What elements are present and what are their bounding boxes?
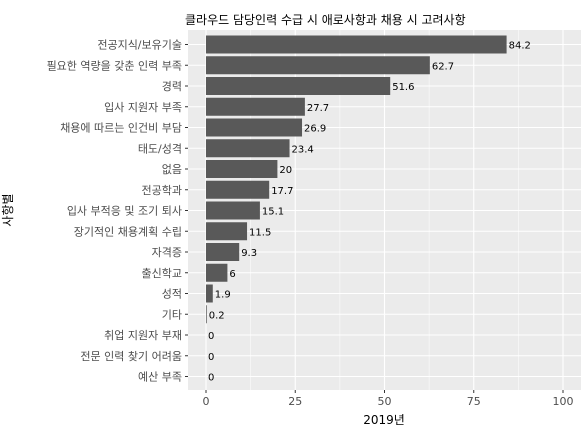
x-tick-label: 0 — [203, 395, 210, 408]
bar — [206, 118, 303, 137]
bar-value-label: 0.2 — [209, 310, 225, 321]
bar — [206, 222, 248, 241]
bar-value-label: 11.5 — [249, 227, 271, 238]
bars: 84.2 62.7 51.6 27.7 26.9 23.420 17.7 15.1 11.5 9.… — [206, 35, 531, 384]
bar-value-label: 1.9 — [215, 290, 231, 301]
bar-value-label: 9.3 — [241, 248, 257, 259]
category-label: 채용에 따르는 인건비 부담 — [60, 122, 182, 135]
bar — [206, 180, 270, 199]
category-label: 경력 — [162, 80, 182, 93]
category-label: 필요한 역량을 갖춘 인력 부족 — [47, 59, 182, 72]
x-axis-title: 2019년 — [363, 413, 405, 427]
bar-value-label: 0 — [208, 331, 214, 342]
bar-value-label: 0 — [208, 352, 214, 363]
category-label: 입사 부적응 및 조기 퇴사 — [67, 205, 182, 218]
bar-value-label: 84.2 — [509, 41, 531, 52]
category-label: 장기적인 채용계획 수립 — [74, 225, 182, 238]
x-tick-label: 100 — [553, 395, 574, 408]
bar-value-label: 27.7 — [307, 103, 329, 114]
bar-value-label: 26.9 — [304, 124, 326, 135]
bar-value-label: 0 — [208, 373, 214, 384]
x-tick-label: 75 — [467, 395, 481, 408]
bar-value-label: 6 — [229, 269, 235, 280]
x-tick-label: 50 — [378, 395, 392, 408]
category-label: 전공지식/보유기술 — [97, 39, 182, 52]
bar-value-label: 23.4 — [292, 144, 314, 155]
bar — [206, 139, 290, 158]
bar — [206, 284, 213, 303]
bar-value-label: 62.7 — [432, 61, 454, 72]
category-label: 태도/성격 — [138, 142, 182, 155]
bar — [206, 263, 228, 282]
bar-value-label: 51.6 — [392, 82, 414, 93]
chart-title: 클라우드 담당인력 수급 시 애로사항과 채용 시 고려사항 — [185, 13, 466, 27]
category-label: 자격증 — [152, 246, 182, 259]
category-label: 성적 — [162, 288, 182, 301]
x-axis-ticks: 0 25 50 75 100 — [203, 390, 574, 408]
bar — [206, 77, 391, 95]
category-label: 없음 — [162, 163, 182, 176]
bar-value-label: 20 — [279, 165, 292, 176]
category-label: 출신학교 — [142, 267, 182, 280]
bar — [206, 56, 430, 75]
category-label: 전문 인력 찾기 어려움 — [80, 350, 182, 363]
category-label: 예산 부족 — [138, 371, 182, 384]
bar — [206, 243, 240, 261]
bar — [206, 97, 305, 116]
x-tick-label: 25 — [288, 395, 302, 408]
bar — [206, 305, 207, 324]
bar — [206, 35, 507, 54]
category-label: 기타 — [162, 308, 182, 321]
bar — [206, 160, 278, 178]
category-label: 입사 지원자 부족 — [104, 101, 182, 114]
bar-value-label: 15.1 — [262, 207, 284, 218]
bar-value-label: 17.7 — [271, 186, 293, 197]
y-axis-title: 사항별 — [1, 193, 15, 226]
category-label: 전공학과 — [142, 184, 182, 197]
category-label: 취업 지원자 부재 — [104, 329, 182, 342]
bar — [206, 201, 260, 220]
